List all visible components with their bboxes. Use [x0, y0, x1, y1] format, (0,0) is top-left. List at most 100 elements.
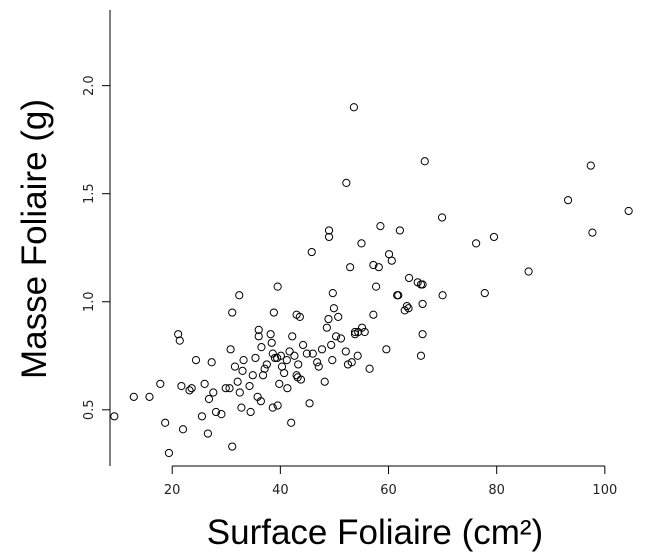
data-point [365, 364, 374, 373]
data-point [314, 362, 323, 371]
data-point [260, 364, 269, 373]
data-point [305, 399, 314, 408]
data-point [275, 379, 284, 388]
data-point [245, 381, 254, 391]
data-point [420, 157, 429, 166]
data-point [177, 381, 186, 391]
data-point [270, 353, 280, 363]
data-point [437, 213, 447, 222]
data-points [110, 103, 633, 458]
x-axis: 20 40 60 80 100 [164, 465, 617, 498]
data-point [418, 299, 427, 309]
data-point [254, 325, 263, 334]
data-point [369, 260, 378, 270]
data-point [191, 356, 201, 365]
data-point [185, 386, 194, 395]
data-point [360, 327, 369, 337]
data-point [257, 343, 266, 352]
y-tick-label: 1.0 [82, 291, 97, 312]
y-tick-label: 0.5 [82, 399, 97, 420]
data-point [110, 412, 119, 421]
data-point [404, 273, 414, 283]
data-point [489, 232, 499, 242]
data-point [307, 247, 316, 257]
data-point [268, 403, 277, 412]
data-point [228, 442, 237, 451]
data-point [298, 340, 308, 350]
data-point [382, 345, 391, 354]
data-point [404, 304, 413, 313]
data-point [327, 340, 336, 350]
data-point [233, 377, 242, 386]
data-point [322, 323, 331, 332]
data-point [336, 334, 346, 343]
data-point [394, 291, 403, 300]
data-point [266, 330, 275, 339]
data-point [341, 347, 350, 356]
y-tick-label: 2.0 [82, 75, 97, 96]
data-point [217, 410, 226, 419]
data-point [395, 226, 404, 235]
data-point [295, 312, 304, 321]
data-point [273, 401, 282, 410]
data-point [308, 349, 317, 358]
data-point [226, 345, 235, 354]
data-point [317, 345, 327, 354]
data-point [294, 360, 303, 369]
x-tick-label: 20 [164, 483, 181, 498]
data-point [256, 397, 265, 406]
data-point [418, 330, 427, 339]
data-point [416, 351, 426, 360]
data-point [357, 323, 367, 332]
y-tick-label: 1.5 [82, 183, 97, 204]
data-point [472, 239, 481, 248]
data-point [228, 308, 237, 317]
data-point [374, 263, 383, 272]
data-point [187, 384, 196, 393]
data-point [164, 448, 174, 458]
data-point [209, 388, 218, 397]
data-point [438, 291, 447, 300]
y-axis: 0.5 1.0 1.5 2.0 [82, 10, 111, 466]
x-tick-label: 80 [488, 483, 505, 498]
data-point [331, 332, 341, 341]
data-point [313, 358, 322, 367]
data-point [342, 178, 351, 187]
data-point [346, 263, 355, 272]
x-tick-label: 60 [380, 483, 397, 498]
data-point [588, 228, 597, 237]
data-point [203, 429, 212, 438]
data-point [324, 314, 333, 324]
data-point [324, 226, 334, 235]
data-point [624, 206, 633, 216]
data-point [282, 356, 291, 365]
data-point [324, 232, 334, 242]
data-point [251, 353, 260, 363]
x-tick-label: 100 [592, 483, 617, 498]
data-point [285, 347, 294, 356]
data-point [246, 407, 255, 417]
data-point [357, 239, 366, 248]
data-point [248, 371, 257, 380]
data-point [254, 332, 263, 341]
data-point [225, 384, 234, 393]
x-axis-title: Surface Foliaire (cm²) [207, 513, 543, 552]
data-point [288, 332, 297, 341]
data-point [129, 392, 138, 401]
data-point [350, 327, 360, 337]
data-point [376, 222, 385, 231]
data-point [296, 375, 306, 384]
data-point [302, 349, 311, 358]
data-point [145, 392, 154, 401]
data-point [267, 338, 276, 347]
data-point [334, 312, 343, 321]
data-point [237, 403, 246, 412]
data-point [204, 394, 214, 404]
data-point [320, 377, 329, 386]
data-point [369, 310, 378, 319]
y-axis-title: Masse Foliaire (g) [15, 99, 54, 379]
data-point [230, 362, 240, 371]
data-point [328, 289, 337, 298]
data-point [371, 282, 381, 291]
